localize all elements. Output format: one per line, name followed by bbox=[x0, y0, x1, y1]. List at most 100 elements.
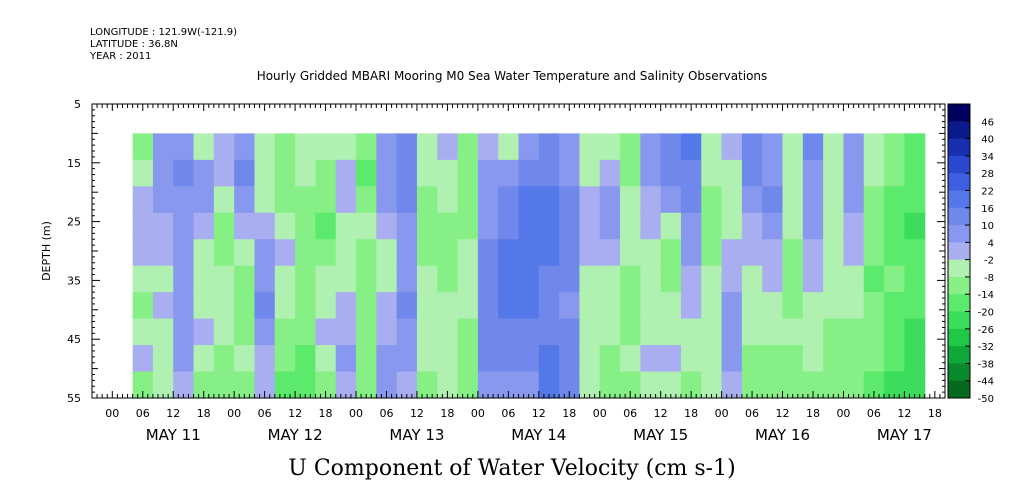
colorbar-label: 46 bbox=[981, 117, 994, 128]
heatmap-cell bbox=[904, 292, 926, 320]
x-tick-label: 00 bbox=[593, 407, 607, 420]
colorbar-swatch bbox=[948, 155, 970, 174]
heatmap-cell bbox=[863, 186, 885, 214]
heatmap-cell bbox=[335, 159, 357, 187]
heatmap-cell bbox=[376, 345, 398, 373]
heatmap-cell bbox=[843, 292, 865, 320]
heatmap-cell bbox=[802, 318, 824, 346]
y-tick-label: 55 bbox=[67, 392, 81, 405]
heatmap-cell bbox=[498, 239, 520, 267]
heatmap-cell bbox=[884, 265, 905, 293]
heatmap-cell bbox=[721, 318, 743, 346]
heatmap-cell bbox=[152, 133, 174, 161]
colorbar-label: -26 bbox=[978, 325, 994, 336]
heatmap-cell bbox=[315, 133, 337, 161]
heatmap-cell bbox=[457, 186, 479, 214]
heatmap-cell bbox=[518, 371, 540, 399]
heatmap-cell bbox=[518, 318, 540, 346]
heatmap-cell bbox=[823, 186, 845, 214]
heatmap-cell bbox=[802, 186, 824, 214]
heatmap-cell bbox=[721, 292, 743, 320]
colorbar-label: 16 bbox=[981, 204, 994, 215]
heatmap-cell bbox=[498, 186, 520, 214]
y-tick-label: 35 bbox=[67, 274, 81, 287]
heatmap-cell bbox=[213, 186, 235, 214]
heatmap-cell bbox=[437, 318, 459, 346]
heatmap-cell bbox=[498, 345, 520, 373]
heatmap-cell bbox=[213, 159, 235, 187]
heatmap-cell bbox=[396, 159, 418, 187]
heatmap-cell bbox=[701, 265, 723, 293]
heatmap-cell bbox=[416, 212, 438, 240]
heatmap-cell bbox=[599, 318, 621, 346]
heatmap-cell bbox=[762, 212, 784, 240]
heatmap-cell bbox=[680, 212, 702, 240]
heatmap-cell bbox=[498, 318, 520, 346]
heatmap-cell bbox=[416, 133, 438, 161]
heatmap-cell bbox=[376, 186, 398, 214]
heatmap-cell bbox=[559, 292, 581, 320]
heatmap-cell bbox=[802, 345, 824, 373]
heatmap-cell bbox=[295, 265, 317, 293]
heatmap-cell bbox=[620, 318, 641, 346]
heatmap-cell bbox=[620, 345, 641, 373]
y-tick-label: 45 bbox=[67, 333, 81, 346]
heatmap-cell bbox=[376, 318, 398, 346]
heatmap-cell bbox=[701, 318, 723, 346]
heatmap-cell bbox=[152, 345, 174, 373]
heatmap-cell bbox=[213, 133, 235, 161]
heatmap-cell bbox=[356, 292, 377, 320]
heatmap-cell bbox=[701, 159, 723, 187]
heatmap-cell bbox=[477, 186, 499, 214]
colorbar-swatch bbox=[948, 363, 970, 382]
heatmap-cell bbox=[498, 292, 520, 320]
heatmap-cell bbox=[620, 292, 641, 320]
x-tick-label: 06 bbox=[258, 407, 272, 420]
heatmap-cell bbox=[315, 371, 337, 399]
heatmap-cell bbox=[518, 186, 540, 214]
colorbar-swatch bbox=[948, 190, 970, 209]
colorbar-swatch bbox=[948, 121, 970, 140]
heatmap-cell bbox=[579, 265, 601, 293]
heatmap-cell bbox=[376, 239, 398, 267]
heatmap-cell bbox=[904, 159, 926, 187]
heatmap-cell bbox=[254, 265, 276, 293]
heatmap-cell bbox=[660, 159, 682, 187]
colorbar-label: -14 bbox=[978, 290, 994, 301]
heatmap-cell bbox=[660, 345, 682, 373]
heatmap-cell bbox=[884, 133, 905, 161]
heatmap-cell bbox=[863, 159, 885, 187]
heatmap-cell bbox=[559, 371, 581, 399]
heatmap-cell bbox=[701, 292, 723, 320]
heatmap-cell bbox=[559, 133, 581, 161]
heatmap-cell bbox=[152, 212, 174, 240]
heatmap-cell bbox=[538, 239, 560, 267]
heatmap-cell bbox=[396, 265, 418, 293]
y-tick-label: 5 bbox=[74, 98, 81, 111]
heatmap-cell bbox=[173, 318, 195, 346]
heatmap-cell bbox=[640, 318, 662, 346]
heatmap-cell bbox=[599, 239, 621, 267]
heatmap-cell bbox=[315, 239, 337, 267]
x-tick-label: 06 bbox=[623, 407, 637, 420]
heatmap-cell bbox=[620, 133, 641, 161]
heatmap-cell bbox=[213, 345, 235, 373]
heatmap-cell bbox=[234, 159, 256, 187]
heatmap-cell bbox=[680, 239, 702, 267]
heatmap-cell bbox=[660, 186, 682, 214]
heatmap-cell bbox=[295, 133, 317, 161]
heatmap-cell bbox=[173, 133, 195, 161]
heatmap-cell bbox=[701, 212, 723, 240]
heatmap-cell bbox=[274, 133, 296, 161]
heatmap-cell bbox=[457, 265, 479, 293]
heatmap-cell bbox=[741, 371, 763, 399]
heatmap-cell bbox=[518, 133, 540, 161]
heatmap-cell bbox=[234, 292, 256, 320]
heatmap-cell bbox=[254, 186, 276, 214]
heatmap-cell bbox=[356, 133, 377, 161]
heatmap-cell bbox=[173, 186, 195, 214]
heatmap-cell bbox=[234, 345, 256, 373]
heatmap-cell bbox=[234, 371, 256, 399]
heatmap-cell bbox=[457, 318, 479, 346]
heatmap-cell bbox=[335, 318, 357, 346]
